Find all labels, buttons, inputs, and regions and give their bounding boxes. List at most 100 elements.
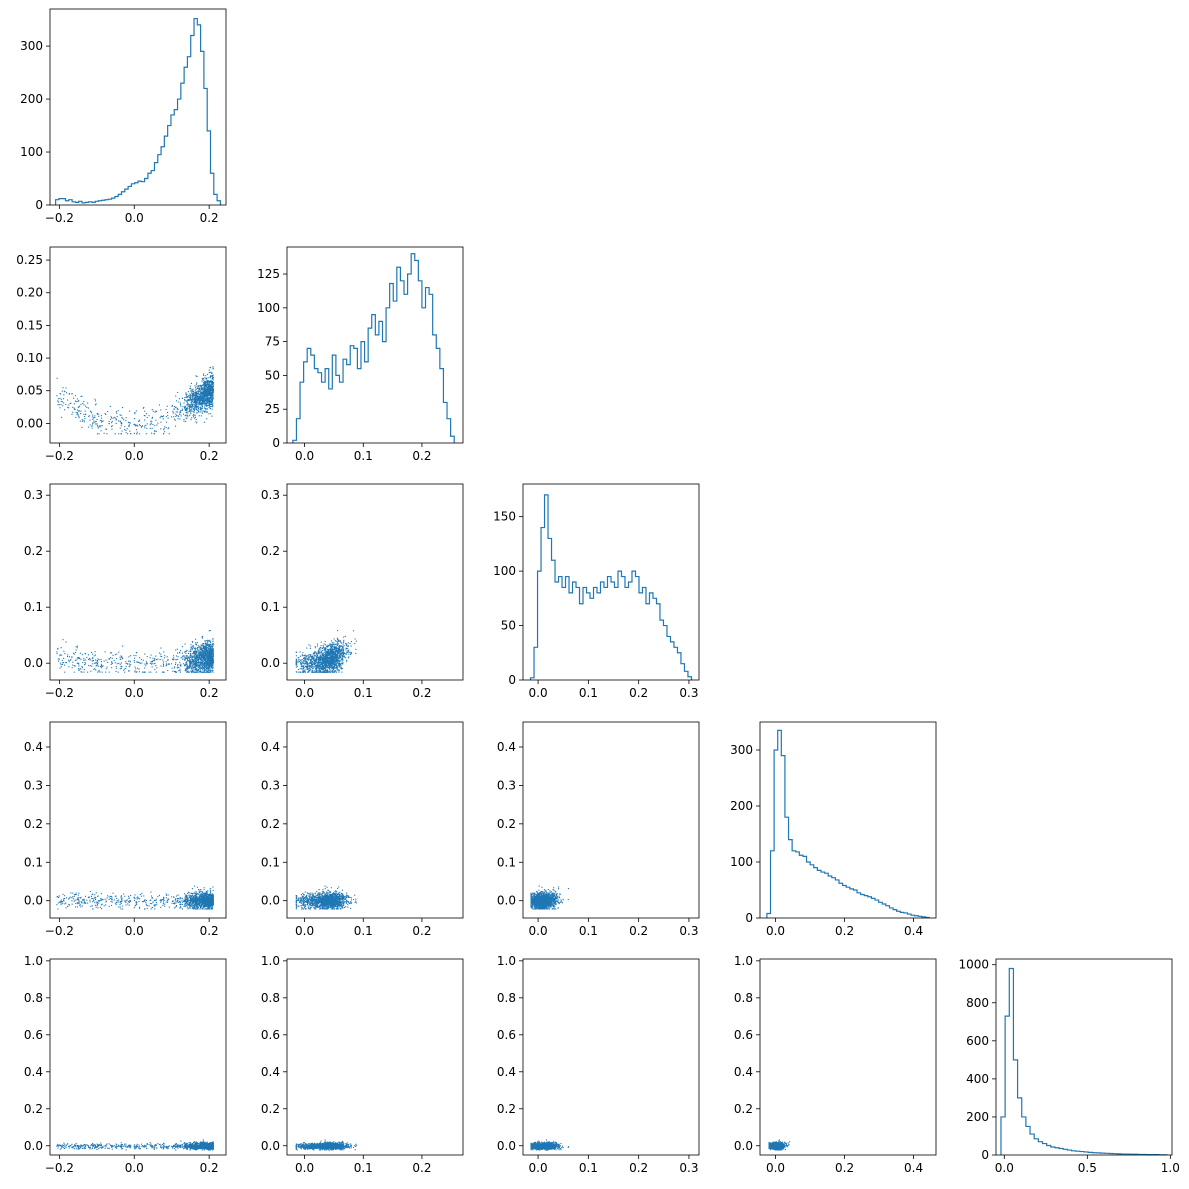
scatter-2-1-point	[135, 424, 137, 426]
scatter-2-1-point	[120, 425, 122, 427]
scatter-3-2-point	[323, 667, 325, 669]
scatter-2-1-point	[195, 398, 197, 400]
scatter-2-1-point	[67, 399, 69, 401]
scatter-2-1-point	[209, 366, 211, 368]
scatter-3-1-point	[128, 666, 130, 668]
scatter-3-2-point	[319, 664, 321, 666]
scatter-2-1-point	[133, 432, 135, 434]
hist-2-ytick-label: 0	[272, 436, 280, 450]
scatter-3-2-point	[298, 659, 300, 661]
scatter-2-1-point	[77, 400, 79, 402]
scatter-3-1-point	[206, 651, 208, 653]
scatter-2-1-point	[183, 420, 185, 422]
scatter-3-1-point	[200, 655, 202, 657]
scatter-3-2-point	[335, 656, 337, 658]
scatter-2-1-point	[60, 398, 62, 400]
scatter-2-1-point	[184, 409, 186, 411]
scatter-3-2-point	[327, 658, 329, 660]
scatter-2-1-point	[195, 409, 197, 411]
scatter-4-1-point	[150, 891, 152, 893]
scatter-3-1-point	[208, 659, 210, 661]
scatter-3-1-point	[60, 666, 62, 668]
scatter-2-1-point	[198, 386, 200, 388]
scatter-2-1-point	[196, 387, 198, 389]
scatter-3-1-point	[57, 648, 59, 650]
scatter-3-1-point	[171, 663, 173, 665]
scatter-3-2-point	[315, 661, 317, 663]
scatter-2-1-point	[194, 405, 196, 407]
scatter-3-2-point	[307, 667, 309, 669]
scatter-2-1-point	[194, 395, 196, 397]
scatter-3-2-point	[316, 656, 318, 658]
scatter-2-1-point	[75, 412, 77, 414]
scatter-2-1-point	[151, 409, 153, 411]
scatter-2-1-point	[177, 408, 179, 410]
scatter-3-1-point	[155, 655, 157, 657]
scatter-3-1-point	[82, 662, 84, 664]
scatter-3-1-point	[203, 655, 205, 657]
scatter-3-1-point	[101, 665, 103, 667]
scatter-2-1-point	[187, 399, 189, 401]
scatter-4-1-point	[193, 907, 195, 909]
scatter-3-2-point	[317, 654, 319, 656]
scatter-3-2-point	[324, 648, 326, 650]
scatter-2-1-point	[59, 407, 61, 409]
scatter-3-1-point	[191, 646, 193, 648]
scatter-2-1-point	[193, 395, 195, 397]
scatter-2-1-panel: −0.2 0.0 0.20.000.050.100.150.200.25	[16, 246, 227, 463]
scatter-3-2-point	[318, 666, 320, 668]
scatter-2-1-point	[101, 421, 103, 423]
scatter-3-1-point	[78, 657, 80, 659]
scatter-3-2-point	[345, 649, 347, 651]
scatter-2-1-xtick-label: 0.0	[125, 449, 144, 463]
scatter-2-1-point	[195, 405, 197, 407]
scatter-3-1-point	[57, 647, 59, 649]
scatter-3-1-point	[119, 668, 121, 670]
scatter-2-1-point	[208, 387, 210, 389]
scatter-3-1-point	[204, 669, 206, 671]
scatter-2-1-point	[179, 402, 181, 404]
scatter-2-1-point	[202, 401, 204, 403]
scatter-3-1-point	[162, 659, 164, 661]
scatter-3-1-point	[188, 668, 190, 670]
scatter-2-1-point	[194, 397, 196, 399]
scatter-2-1-point	[189, 393, 191, 395]
scatter-3-2-point	[306, 658, 308, 660]
scatter-2-1-point	[194, 394, 196, 396]
scatter-2-1-point	[151, 416, 153, 418]
scatter-3-1-point	[199, 662, 201, 664]
scatter-3-1-point	[207, 644, 209, 646]
scatter-3-2-point	[325, 671, 327, 673]
scatter-2-1-point	[111, 425, 113, 427]
scatter-4-1-point	[71, 900, 73, 902]
scatter-3-1-point	[210, 667, 212, 669]
scatter-3-1-point	[187, 659, 189, 661]
scatter-3-1-point	[184, 664, 186, 666]
scatter-2-1-point	[208, 369, 210, 371]
scatter-3-2-point	[320, 666, 322, 668]
scatter-2-1-point	[61, 390, 63, 392]
scatter-3-1-point	[191, 657, 193, 659]
scatter-4-1-point	[119, 904, 121, 906]
scatter-2-1-point	[171, 416, 173, 418]
scatter-2-1-point	[125, 417, 127, 419]
scatter-3-2-point	[334, 648, 336, 650]
scatter-3-2-point	[341, 649, 343, 651]
scatter-3-2-point	[327, 662, 329, 664]
scatter-2-1-point	[190, 399, 192, 401]
scatter-3-1-point	[135, 652, 137, 654]
scatter-2-1-point	[210, 395, 212, 397]
scatter-3-2-point	[338, 662, 340, 664]
scatter-3-2-point	[320, 660, 322, 662]
scatter-2-1-point	[201, 402, 203, 404]
scatter-2-1-point	[187, 415, 189, 417]
scatter-2-1-point	[201, 392, 203, 394]
scatter-2-1-point	[210, 403, 212, 405]
scatter-2-1-point	[211, 381, 213, 383]
scatter-3-2-point	[323, 649, 325, 651]
scatter-2-1-point	[201, 408, 203, 410]
scatter-3-2-point	[335, 657, 337, 659]
scatter-2-1-point	[184, 406, 186, 408]
scatter-3-2-point	[339, 666, 341, 668]
scatter-3-1-point	[208, 662, 210, 664]
